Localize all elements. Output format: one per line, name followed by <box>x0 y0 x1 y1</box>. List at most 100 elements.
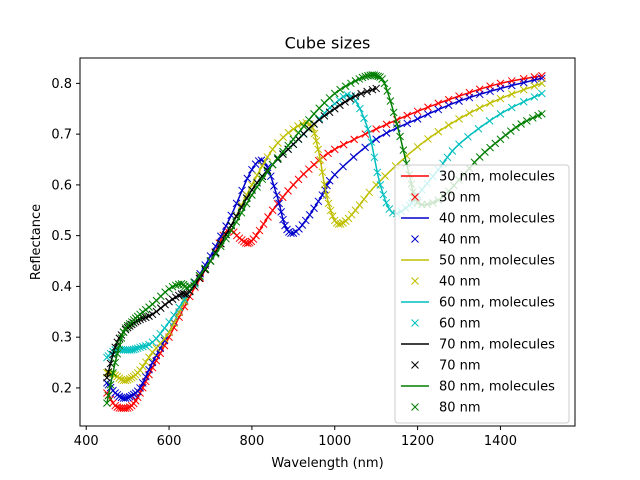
marker-point <box>131 345 140 353</box>
marker-point <box>284 128 293 137</box>
marker-point <box>314 197 323 206</box>
marker-point <box>434 99 443 108</box>
marker-point <box>248 191 256 199</box>
legend-entry: 60 nm <box>439 317 481 332</box>
legend-marker-swatch <box>411 235 419 243</box>
y-axis: 0.2 0.3 0.4 0.5 0.6 0.7 0.8 <box>51 77 80 396</box>
y-tick-label: 0.5 <box>51 229 72 244</box>
x-tick-label: 600 <box>157 434 182 449</box>
marker-point <box>190 278 198 287</box>
marker-point <box>127 391 136 400</box>
marker-point <box>279 215 287 224</box>
marker-point <box>170 311 178 319</box>
marker-point <box>161 288 169 297</box>
legend-box <box>394 164 570 424</box>
marker-point <box>358 73 367 82</box>
marker-point <box>378 75 386 83</box>
marker-point <box>356 104 364 113</box>
marker-point <box>372 84 381 93</box>
marker-point <box>379 190 388 199</box>
marker-point <box>320 112 329 120</box>
marker-point <box>357 89 365 98</box>
marker-point <box>275 199 283 208</box>
marker-point <box>156 329 165 338</box>
legend-marker-swatch <box>411 361 419 369</box>
marker-point <box>165 285 173 293</box>
marker-point <box>413 107 422 116</box>
marker-point <box>259 220 268 228</box>
marker-point <box>195 274 204 283</box>
marker-point <box>161 300 169 309</box>
marker-point <box>464 132 472 141</box>
legend-entry: 40 nm <box>439 275 481 290</box>
marker-point <box>253 171 261 180</box>
legend-entry: 60 nm, molecules <box>439 296 555 311</box>
marker-point <box>372 135 381 144</box>
marker-point <box>519 85 528 94</box>
marker-point <box>305 115 313 124</box>
x-tick-label: 400 <box>74 434 99 449</box>
marker-point <box>341 98 349 106</box>
marker-point <box>347 79 355 88</box>
marker-point <box>396 132 404 141</box>
marker-point <box>322 191 331 199</box>
marker-point <box>330 170 339 179</box>
marker-point <box>474 124 483 133</box>
legend-entry: 80 nm <box>439 401 481 416</box>
marker-point <box>530 82 539 90</box>
marker-point <box>195 271 204 280</box>
marker-point <box>443 153 452 162</box>
marker-point <box>104 391 113 400</box>
marker-point <box>389 108 398 117</box>
legend-entry: 30 nm <box>439 191 481 206</box>
legend-entry: 70 nm, molecules <box>439 338 555 353</box>
marker-point <box>279 147 287 156</box>
marker-point <box>360 195 368 204</box>
marker-point <box>121 394 130 402</box>
marker-point <box>424 103 432 112</box>
marker-point <box>133 393 142 402</box>
series-markers-70-nm <box>103 84 381 382</box>
marker-point <box>138 342 147 351</box>
marker-point <box>138 379 147 387</box>
marker-point <box>136 384 144 392</box>
x-tick-label: 1400 <box>484 434 517 449</box>
marker-point <box>287 229 295 238</box>
marker-point <box>171 281 180 290</box>
marker-point <box>361 143 369 152</box>
marker-point <box>339 140 348 149</box>
marker-point <box>330 104 339 113</box>
marker-point <box>152 307 161 316</box>
marker-point <box>281 221 289 230</box>
marker-point <box>339 162 347 171</box>
marker-point <box>242 199 251 208</box>
marker-point <box>104 368 113 376</box>
legend-entry: 70 nm <box>439 359 481 374</box>
marker-point <box>232 199 241 208</box>
marker-point <box>403 119 412 128</box>
marker-point <box>268 160 277 169</box>
y-tick-label: 0.4 <box>51 280 72 295</box>
marker-point <box>301 216 310 225</box>
marker-point <box>393 120 401 128</box>
marker-point <box>326 206 335 215</box>
marker-point <box>138 314 147 323</box>
marker-point <box>299 122 308 131</box>
marker-point <box>434 127 443 136</box>
marker-point <box>320 180 329 189</box>
marker-point <box>133 344 142 353</box>
marker-point <box>350 135 359 144</box>
marker-point <box>530 93 539 101</box>
marker-point <box>181 290 189 299</box>
marker-point <box>131 396 140 405</box>
marker-point <box>312 137 321 145</box>
marker-point <box>325 176 334 185</box>
x-tick-label: 1200 <box>401 434 434 449</box>
x-tick-label: 800 <box>239 434 264 449</box>
y-tick-label: 0.6 <box>51 178 72 193</box>
y-tick-label: 0.2 <box>51 381 72 396</box>
marker-point <box>148 310 157 319</box>
marker-point <box>232 218 241 226</box>
marker-point <box>252 231 260 240</box>
